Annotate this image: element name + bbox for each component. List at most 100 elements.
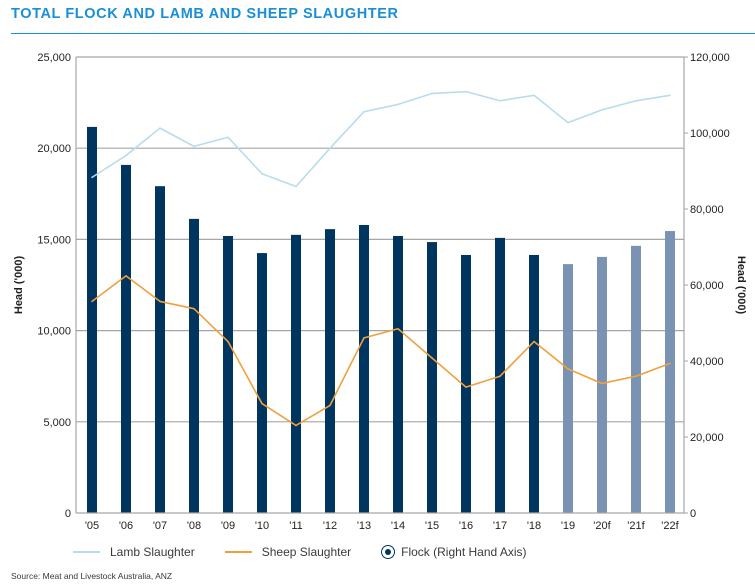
x-tick-label: '11 bbox=[289, 520, 303, 532]
sheep-slaughter-point bbox=[499, 375, 501, 378]
legend: Lamb Slaughter Sheep Slaughter Flock (Ri… bbox=[73, 545, 557, 559]
x-tick-label: '08 bbox=[187, 520, 201, 532]
gridlines bbox=[76, 56, 684, 423]
sheep-slaughter-point bbox=[295, 424, 297, 427]
right-tick-label: 20,000 bbox=[690, 432, 724, 444]
lamb-slaughter-point bbox=[363, 110, 365, 113]
flock-bar bbox=[665, 231, 675, 514]
lamb-line-swatch bbox=[73, 551, 100, 553]
x-tick-label: '06 bbox=[119, 520, 133, 532]
flock-bar bbox=[189, 218, 199, 513]
lamb-slaughter-point bbox=[533, 94, 535, 97]
sheep-slaughter-point bbox=[125, 275, 127, 277]
lamb-slaughter-point bbox=[91, 176, 93, 179]
x-tick-label: '18 bbox=[527, 520, 541, 532]
flock-bar bbox=[529, 254, 539, 514]
axes bbox=[75, 57, 685, 514]
slaughter-lines bbox=[91, 90, 671, 427]
flock-bar bbox=[359, 224, 369, 513]
flock-bar bbox=[291, 234, 301, 513]
x-tick-label: '19 bbox=[561, 520, 575, 532]
legend-label-sheep: Sheep Slaughter bbox=[261, 545, 352, 559]
sheep-slaughter-point bbox=[533, 340, 535, 343]
sheep-slaughter-point bbox=[431, 357, 433, 359]
lamb-slaughter-line bbox=[91, 90, 671, 188]
flock-bar bbox=[223, 235, 233, 514]
sheep-line-swatch bbox=[224, 551, 252, 553]
flock-bar bbox=[427, 242, 437, 513]
x-tick-label: '07 bbox=[153, 520, 167, 532]
flock-bar bbox=[155, 186, 165, 513]
source-note: Source: Meat and Livestock Australia, AN… bbox=[11, 571, 173, 581]
lamb-slaughter-point bbox=[193, 145, 195, 148]
right-tick-label: 120,000 bbox=[690, 52, 730, 64]
lamb-slaughter-point bbox=[227, 136, 229, 139]
sheep-slaughter-point bbox=[567, 368, 569, 370]
left-axis-title: Head ('000) bbox=[13, 256, 25, 315]
sheep-slaughter-point bbox=[635, 375, 637, 378]
flock-bar bbox=[461, 254, 471, 514]
right-tick-label: 40,000 bbox=[690, 356, 724, 368]
lamb-slaughter-point bbox=[601, 109, 603, 111]
legend-item-flock: Flock (Right Hand Axis) bbox=[381, 545, 527, 559]
x-tick-label: '21f bbox=[627, 520, 645, 532]
right-tick-label: 60,000 bbox=[690, 280, 724, 292]
x-tick-label: '20f bbox=[593, 520, 611, 532]
sheep-slaughter-point bbox=[91, 300, 93, 303]
x-tick-label: '05 bbox=[85, 520, 99, 532]
x-tick-label: '15 bbox=[425, 520, 439, 532]
x-tick-label: '12 bbox=[323, 520, 337, 532]
sheep-slaughter-point bbox=[193, 307, 195, 310]
x-tick-label: '09 bbox=[221, 520, 235, 532]
flock-bar bbox=[563, 264, 573, 513]
left-tick-label: 20,000 bbox=[37, 143, 71, 155]
sheep-slaughter-point bbox=[601, 382, 603, 385]
lamb-slaughter-point bbox=[125, 154, 127, 157]
sheep-slaughter-point bbox=[329, 404, 331, 407]
sheep-slaughter-line bbox=[91, 275, 671, 427]
flock-bar bbox=[393, 235, 403, 514]
sheep-slaughter-point bbox=[363, 337, 365, 339]
chart-title: TOTAL FLOCK AND LAMB AND SHEEP SLAUGHTER bbox=[11, 6, 399, 22]
right-axis-title: Head ('000) bbox=[735, 256, 747, 315]
left-tick-label: 25,000 bbox=[37, 52, 71, 64]
right-tick-label: 80,000 bbox=[690, 204, 724, 216]
legend-label-flock: Flock (Right Hand Axis) bbox=[401, 545, 527, 559]
right-tick-label: 100,000 bbox=[690, 128, 730, 140]
sheep-slaughter-point bbox=[227, 340, 229, 343]
lamb-slaughter-point bbox=[669, 94, 671, 97]
sheep-slaughter-point bbox=[397, 327, 399, 330]
legend-item-sheep: Sheep Slaughter bbox=[224, 545, 352, 559]
x-tick-label: '17 bbox=[493, 520, 507, 532]
sheep-slaughter-point bbox=[159, 300, 161, 303]
lamb-slaughter-point bbox=[261, 172, 263, 175]
x-axis-ticks: '05 '06 '07 '08 '09 '10 '11 '12 '13 '14 '15 '16 '17 '… bbox=[85, 520, 680, 532]
flock-bar bbox=[257, 253, 267, 513]
sheep-slaughter-point bbox=[465, 386, 467, 388]
x-tick-label: '22f bbox=[661, 520, 679, 532]
left-tick-label: 0 bbox=[65, 508, 71, 520]
lamb-slaughter-point bbox=[159, 127, 161, 129]
sheep-slaughter-point bbox=[669, 362, 671, 365]
flock-bar bbox=[597, 256, 607, 513]
lamb-slaughter-point bbox=[329, 147, 331, 149]
right-axis-ticks: 0 20,000 40,000 60,000 80,000 100,000 120,000 bbox=[684, 52, 730, 520]
lamb-slaughter-point bbox=[465, 90, 467, 93]
title-divider bbox=[11, 33, 755, 34]
flock-bar bbox=[87, 126, 97, 514]
x-tick-label: '13 bbox=[357, 520, 371, 532]
flock-bar bbox=[121, 164, 131, 514]
flock-bar bbox=[325, 229, 335, 513]
left-tick-label: 5,000 bbox=[43, 417, 71, 429]
legend-label-lamb: Lamb Slaughter bbox=[110, 545, 195, 559]
lamb-slaughter-point bbox=[499, 99, 501, 102]
lamb-slaughter-point bbox=[397, 103, 399, 106]
lamb-slaughter-point bbox=[567, 121, 569, 124]
x-tick-label: '16 bbox=[459, 520, 473, 532]
right-tick-label: 0 bbox=[690, 508, 696, 520]
left-tick-label: 15,000 bbox=[37, 234, 71, 246]
legend-item-lamb: Lamb Slaughter bbox=[73, 545, 195, 559]
lamb-slaughter-point bbox=[295, 185, 297, 188]
left-axis-ticks: 0 5,000 10,000 15,000 20,000 25,000 bbox=[37, 52, 71, 520]
